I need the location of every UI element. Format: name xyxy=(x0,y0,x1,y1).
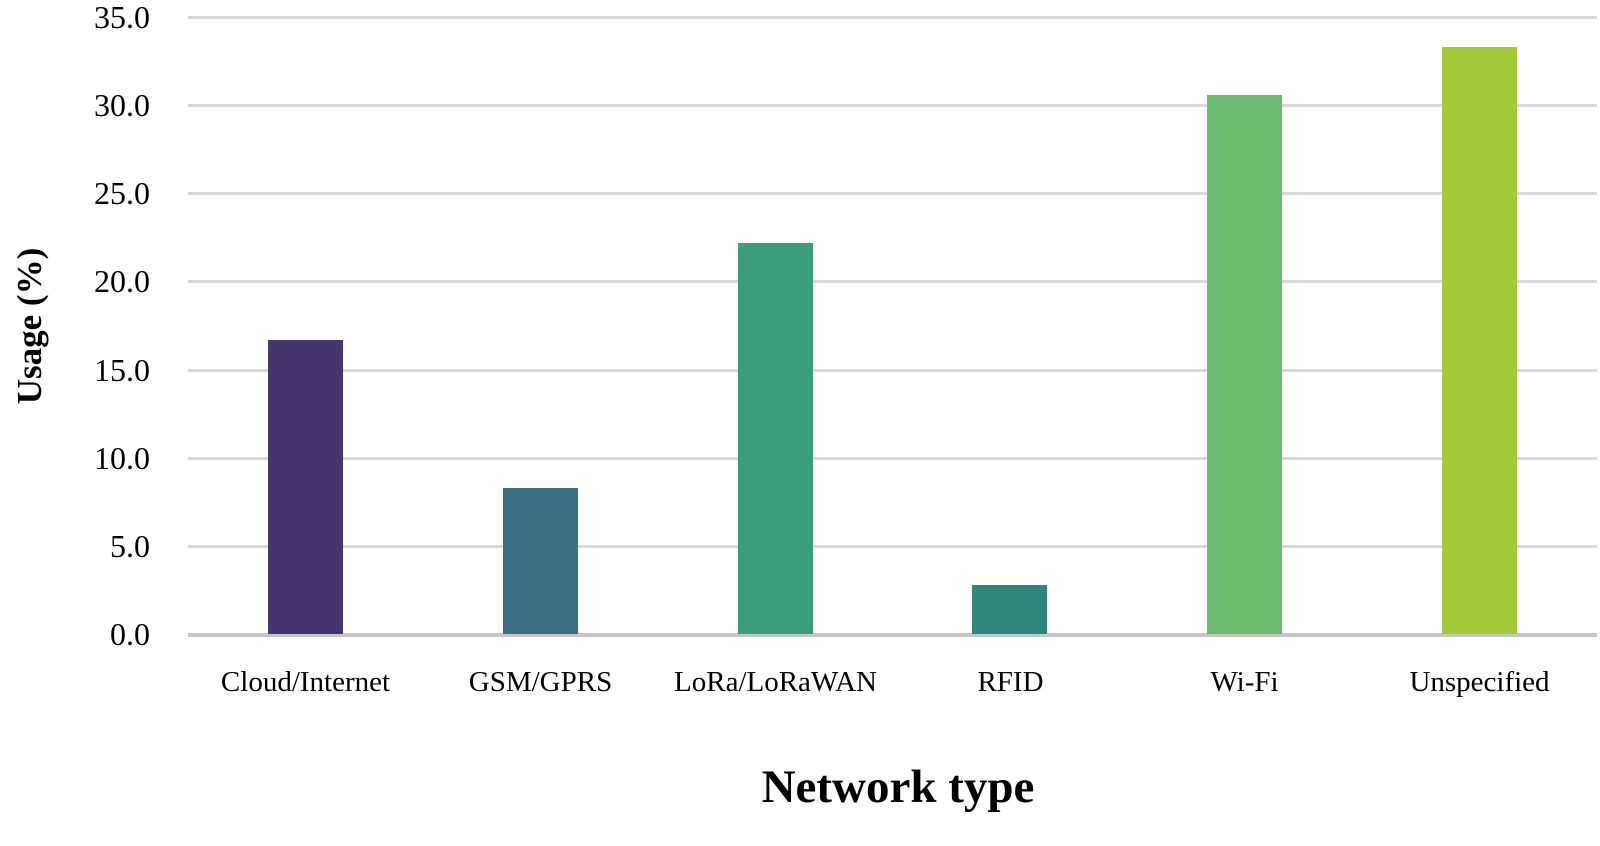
bar-lora-lorawan xyxy=(738,243,813,634)
x-tick-label: GSM/GPRS xyxy=(468,666,613,698)
y-tick-label: 25.0 xyxy=(94,175,150,211)
gridline xyxy=(188,457,1597,460)
gridline xyxy=(188,280,1597,283)
bar-unspecified xyxy=(1442,47,1517,634)
gridline xyxy=(188,369,1597,372)
x-tick-label: LoRa/LoRaWAN xyxy=(674,666,877,698)
y-tick-label: 35.0 xyxy=(94,0,150,35)
gridline xyxy=(188,104,1597,107)
gridline xyxy=(188,192,1597,195)
bar-cloud-internet xyxy=(268,340,343,634)
y-tick-label: 15.0 xyxy=(94,352,150,388)
y-tick-label: 0.0 xyxy=(110,616,150,652)
x-axis-title: Network type xyxy=(761,761,1035,813)
y-tick-label: 10.0 xyxy=(94,440,150,476)
y-tick-label: 20.0 xyxy=(94,263,150,299)
x-tick-label: Unspecified xyxy=(1409,666,1550,698)
y-tick-label: 5.0 xyxy=(110,528,150,564)
bar-rfid xyxy=(972,585,1047,634)
bar-wi-fi xyxy=(1207,95,1282,634)
x-axis-line xyxy=(188,633,1597,637)
x-tick-label: RFID xyxy=(977,666,1044,698)
x-tick-label: Wi-Fi xyxy=(1210,666,1279,698)
bar-gsm-gprs xyxy=(503,488,578,634)
y-tick-label: 30.0 xyxy=(94,87,150,123)
gridline xyxy=(188,545,1597,548)
x-tick-label: Cloud/Internet xyxy=(220,666,391,698)
gridline xyxy=(188,16,1597,19)
